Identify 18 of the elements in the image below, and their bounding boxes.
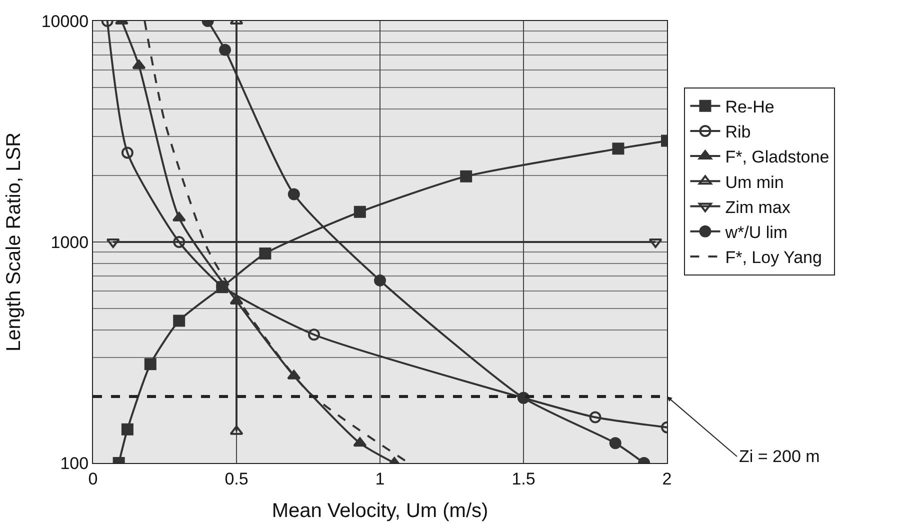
x-tick-label: 0.5: [224, 469, 248, 488]
x-tick-label: 1: [375, 469, 385, 488]
legend-label: Zim max: [725, 198, 791, 217]
legend-label: Um min: [725, 172, 784, 192]
legend-label: F*, Loy Yang: [725, 248, 822, 268]
legend-label: F*, Gladstone: [725, 148, 830, 167]
y-tick-label: 1000: [50, 232, 89, 252]
x-axis-title: Mean Velocity, Um (m/s): [272, 500, 488, 522]
y-tick-label: 100: [60, 454, 89, 473]
legend-label: Re-He: [725, 97, 774, 116]
x-tick-label: 2: [662, 469, 672, 488]
x-tick-label: 1.5: [512, 469, 536, 488]
x-tick-label: 0: [88, 469, 98, 488]
legend-label: Rib: [725, 122, 751, 142]
y-tick-label: 10000: [41, 12, 89, 31]
y-axis-title: Length Scale Ratio, LSR: [2, 132, 25, 352]
ref-line-label: Zi = 200 m: [739, 447, 820, 466]
legend-label: w*/U lim: [724, 222, 788, 242]
